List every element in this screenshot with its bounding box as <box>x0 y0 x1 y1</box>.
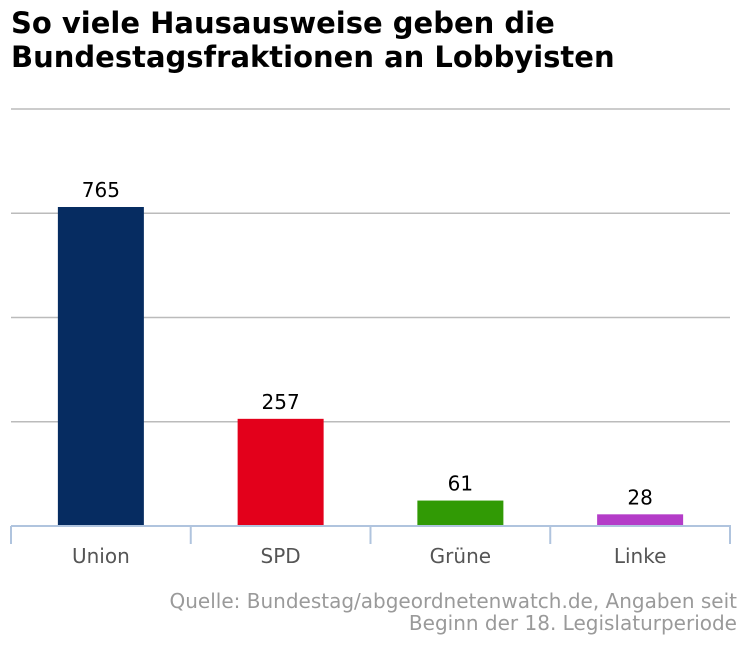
source-note: Quelle: Bundestag/abgeordnetenwatch.de, … <box>170 590 737 634</box>
bar-linke <box>597 514 684 526</box>
bar-chart: 765 257 61 28 Union SPD Grüne Linke <box>10 108 731 568</box>
bar-union <box>57 206 144 526</box>
category-label-spd: SPD <box>261 544 301 568</box>
bar-spd <box>237 418 324 526</box>
chart-title-line-2: Bundestagsfraktionen an Lobbyisten <box>11 40 615 74</box>
bars <box>57 206 684 526</box>
source-line-1: Quelle: Bundestag/abgeordnetenwatch.de, … <box>169 589 737 613</box>
bar-gr-ne <box>417 500 504 526</box>
value-label-union: 765 <box>82 178 120 202</box>
x-axis: Union SPD Grüne Linke <box>10 525 731 568</box>
category-label-gr-ne: Grüne <box>430 544 491 568</box>
category-label-linke: Linke <box>614 544 667 568</box>
chart-title-line-1: So viele Hausausweise geben die <box>11 6 555 40</box>
value-label-spd: 257 <box>262 390 300 414</box>
value-labels: 765 257 61 28 <box>82 178 653 509</box>
chart-title: So viele Hausausweise geben die Bundesta… <box>11 6 615 74</box>
value-label-linke: 28 <box>627 485 652 509</box>
value-label-gr-ne: 61 <box>448 472 473 496</box>
category-label-union: Union <box>72 544 130 568</box>
source-line-2: Beginn der 18. Legislaturperiode <box>408 611 737 635</box>
